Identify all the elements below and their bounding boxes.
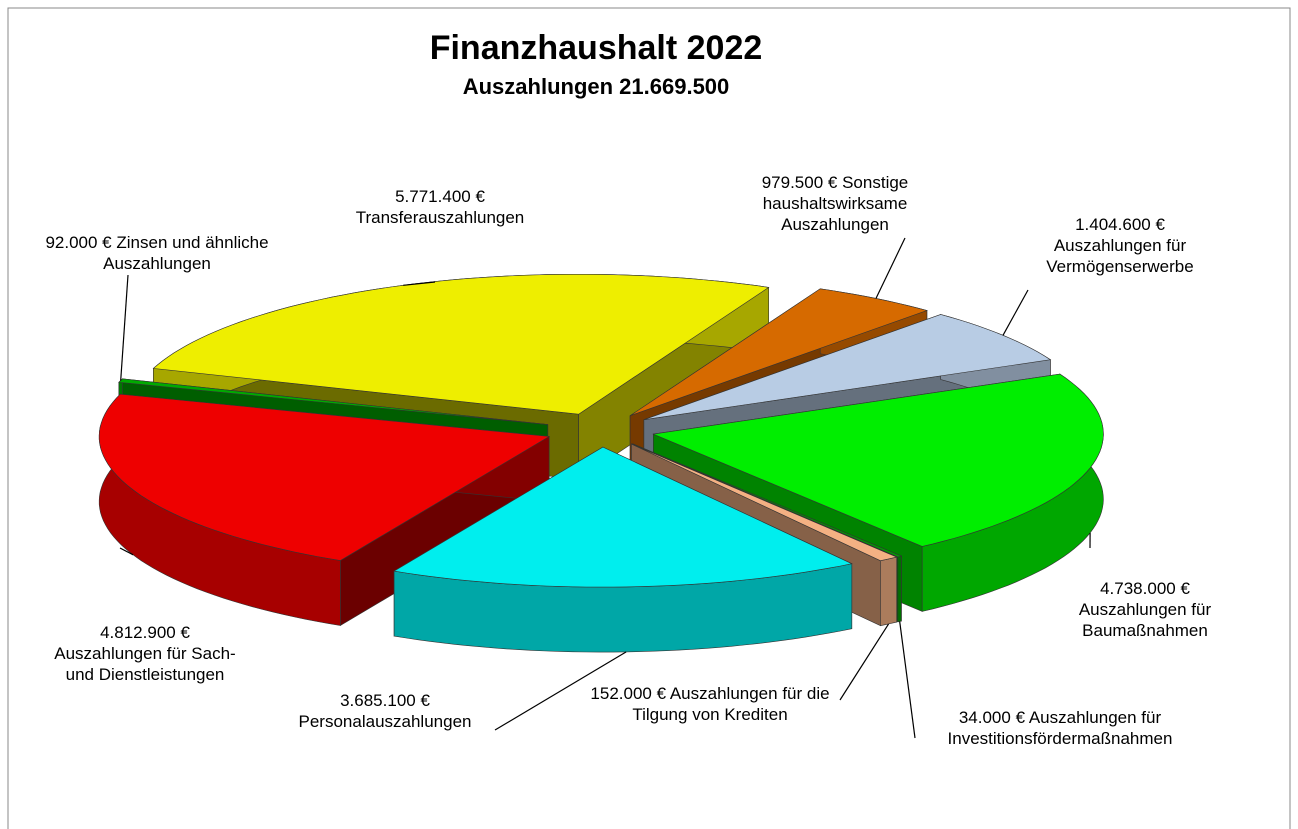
value-label: 34.000 € (958, 708, 1026, 727)
slice-label: 1.404.600 € Auszahlungen für Vermögenserw… (1025, 214, 1215, 277)
value-label: 152.000 € (590, 684, 667, 703)
slice-label: 4.812.900 € Auszahlungen für Sach- und Di… (50, 622, 240, 685)
slice (631, 443, 898, 562)
category-label: Transferauszahlungen (355, 208, 525, 227)
slice (632, 443, 903, 558)
value-label: 979.500 € (761, 173, 838, 192)
leader-line (875, 237, 906, 299)
slice (393, 446, 853, 588)
slice-wall (897, 555, 902, 623)
leader-line (119, 547, 134, 556)
slice (98, 393, 551, 561)
slice-label: 92.000 € Zinsen und ähnliche Auszahlunge… (37, 232, 277, 274)
slice-label: 152.000 € Auszahlungen für die Tilgung v… (580, 683, 840, 725)
category-label: Sonstige haushaltswirksame Auszahlungen (762, 173, 909, 234)
leaders (119, 237, 1091, 739)
value-label: 4.738.000 € (1100, 579, 1190, 598)
value-label: 1.404.600 € (1075, 215, 1165, 234)
value-label: 92.000 € (45, 233, 112, 252)
category-label: Auszahlungen für Baumaßnahmen (1078, 600, 1212, 640)
slice-label: 979.500 € Sonstige haushaltswirksame Aus… (730, 172, 940, 235)
chart-subtitle: Auszahlungen 21.669.500 (463, 74, 730, 99)
pie (98, 273, 1104, 653)
leader-line (120, 274, 129, 381)
slice-label: 5.771.400 € Transferauszahlungen (320, 186, 560, 228)
value-label: 5.771.400 € (395, 187, 485, 206)
leader-line (494, 651, 627, 731)
chart-title: Finanzhaushalt 2022 (430, 29, 763, 67)
value-label: 3.685.100 € (340, 691, 430, 710)
category-label: Auszahlungen für Vermögenserwerbe (1046, 236, 1194, 276)
category-label: Personalauszahlungen (298, 712, 472, 731)
leader-line (899, 621, 916, 739)
value-label: 4.812.900 € (100, 623, 190, 642)
slice-label: 4.738.000 € Auszahlungen für Baumaßnahmen (1050, 578, 1240, 641)
category-label: Zinsen und ähnliche Auszahlungen (103, 233, 269, 273)
slice-label: 34.000 € Auszahlungen für Investitionsfö… (900, 707, 1220, 749)
slice (652, 373, 1104, 547)
slice-wall (880, 556, 898, 627)
category-label: Auszahlungen für die Tilgung von Kredite… (632, 684, 830, 724)
leader-line (839, 623, 890, 701)
frame (7, 7, 1291, 829)
category-label: Auszahlungen für Investitionsfördermaßna… (947, 708, 1173, 748)
slice-label: 3.685.100 € Personalauszahlungen (275, 690, 495, 732)
category-label: Auszahlungen für Sach- und Dienstleistun… (54, 644, 236, 684)
leader-line (1002, 289, 1029, 336)
leader-line (403, 281, 436, 286)
